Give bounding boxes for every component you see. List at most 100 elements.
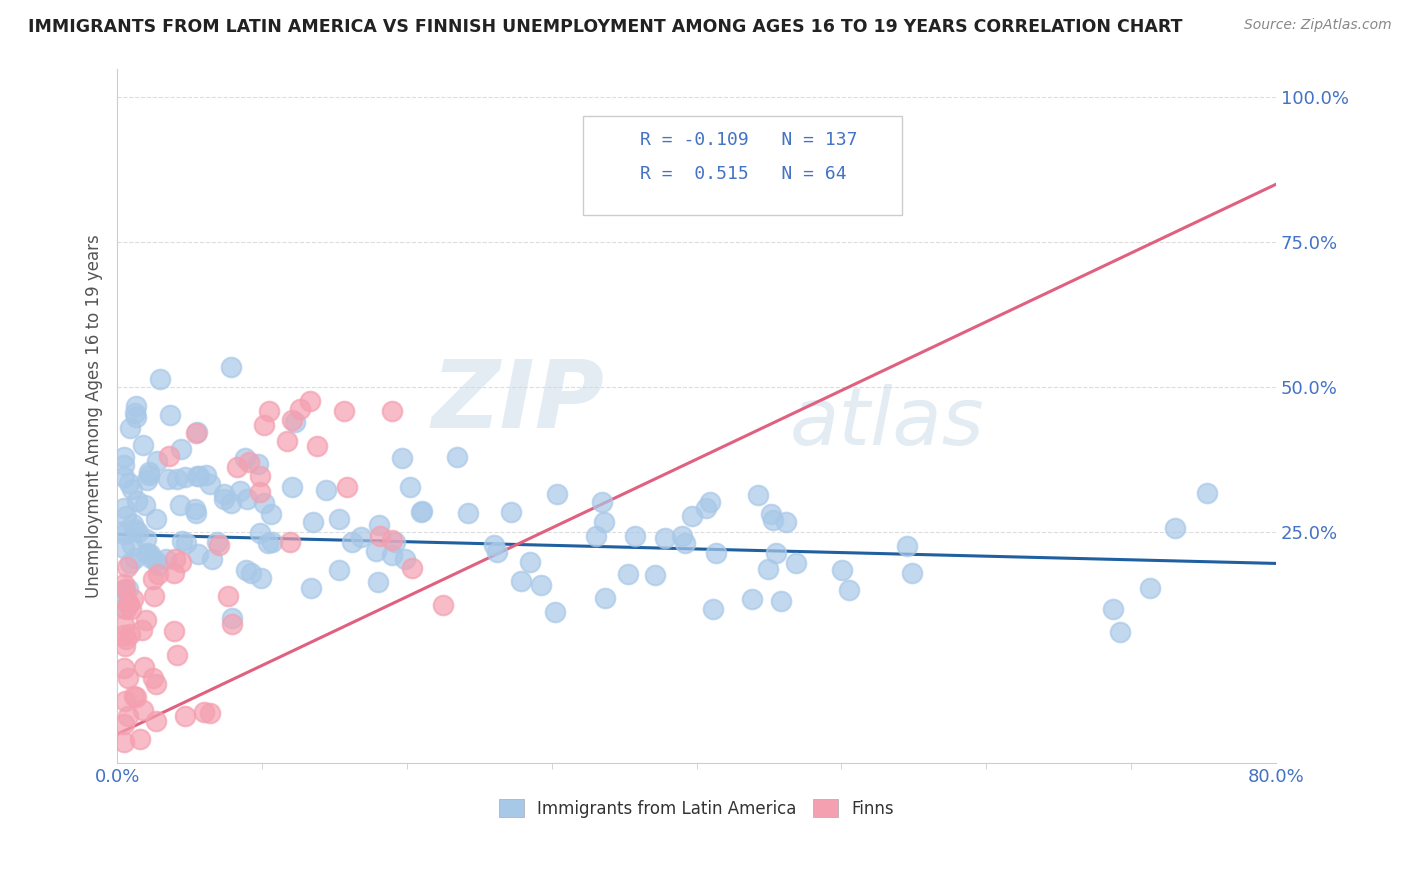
Point: [333, 404, 356, 418]
Point: [124, 522, 146, 536]
Point: [145, 714, 167, 728]
Point: [699, 495, 721, 509]
Point: [235, 563, 257, 577]
Point: [118, 626, 141, 640]
Point: [118, 597, 141, 611]
Point: [122, 592, 145, 607]
Text: ZIP: ZIP: [432, 356, 603, 448]
Point: [115, 509, 138, 524]
Point: [328, 563, 350, 577]
Point: [302, 516, 325, 530]
Point: [121, 483, 143, 497]
Point: [166, 472, 188, 486]
Point: [762, 513, 785, 527]
Point: [193, 705, 215, 719]
Point: [135, 613, 157, 627]
Point: [411, 504, 433, 518]
Point: [644, 567, 666, 582]
Point: [457, 506, 479, 520]
Point: [315, 483, 337, 497]
Point: [1139, 581, 1161, 595]
Point: [741, 591, 763, 606]
Point: [278, 535, 301, 549]
Point: [138, 467, 160, 482]
Point: [174, 470, 197, 484]
Point: [219, 496, 242, 510]
Point: [114, 639, 136, 653]
Point: [394, 551, 416, 566]
Point: [229, 483, 252, 498]
Point: [114, 501, 136, 516]
Point: [236, 492, 259, 507]
Point: [124, 690, 146, 704]
Point: [163, 624, 186, 638]
Point: [546, 487, 568, 501]
Point: [399, 480, 422, 494]
Point: [704, 546, 727, 560]
Text: IMMIGRANTS FROM LATIN AMERICA VS FINNISH UNEMPLOYMENT AMONG AGES 16 TO 19 YEARS : IMMIGRANTS FROM LATIN AMERICA VS FINNISH…: [28, 18, 1182, 36]
Point: [501, 505, 523, 519]
Point: [145, 554, 167, 568]
Point: [367, 574, 389, 589]
Point: [247, 457, 270, 471]
Point: [138, 547, 160, 561]
Point: [174, 536, 197, 550]
Point: [143, 589, 166, 603]
Point: [253, 496, 276, 510]
Point: [186, 506, 208, 520]
Point: [432, 599, 454, 613]
Point: [121, 538, 143, 552]
Point: [838, 582, 860, 597]
Point: [380, 533, 402, 548]
Point: [675, 536, 697, 550]
Point: [681, 509, 703, 524]
Point: [409, 505, 432, 519]
Point: [122, 517, 145, 532]
Point: [114, 470, 136, 484]
Point: [482, 538, 505, 552]
Point: [510, 574, 533, 588]
Point: [114, 583, 136, 598]
Point: [1102, 602, 1125, 616]
Point: [200, 552, 222, 566]
Point: [114, 594, 136, 608]
Point: [702, 601, 724, 615]
Point: [446, 450, 468, 465]
Point: [114, 526, 136, 541]
Point: [350, 530, 373, 544]
Point: [127, 524, 149, 539]
Point: [198, 476, 221, 491]
Point: [381, 548, 404, 562]
Point: [188, 468, 211, 483]
Point: [114, 693, 136, 707]
Point: [166, 648, 188, 662]
Point: [145, 677, 167, 691]
Point: [114, 660, 136, 674]
Point: [785, 556, 807, 570]
Point: [170, 442, 193, 456]
Point: [1164, 521, 1187, 535]
Point: [384, 535, 406, 549]
Text: Source: ZipAtlas.com: Source: ZipAtlas.com: [1244, 18, 1392, 32]
Point: [117, 582, 139, 597]
Point: [138, 465, 160, 479]
Point: [654, 531, 676, 545]
Point: [212, 491, 235, 506]
Point: [288, 402, 311, 417]
Point: [114, 458, 136, 472]
Point: [146, 453, 169, 467]
Point: [117, 597, 139, 611]
Point: [145, 511, 167, 525]
Point: [125, 494, 148, 508]
Point: [120, 601, 142, 615]
Point: [281, 479, 304, 493]
Point: [207, 534, 229, 549]
Point: [544, 605, 567, 619]
Point: [115, 602, 138, 616]
Point: [114, 450, 136, 464]
Point: [831, 563, 853, 577]
Legend: Immigrants from Latin America, Finns: Immigrants from Latin America, Finns: [492, 793, 901, 824]
Point: [368, 529, 391, 543]
Point: [174, 709, 197, 723]
Point: [200, 706, 222, 721]
